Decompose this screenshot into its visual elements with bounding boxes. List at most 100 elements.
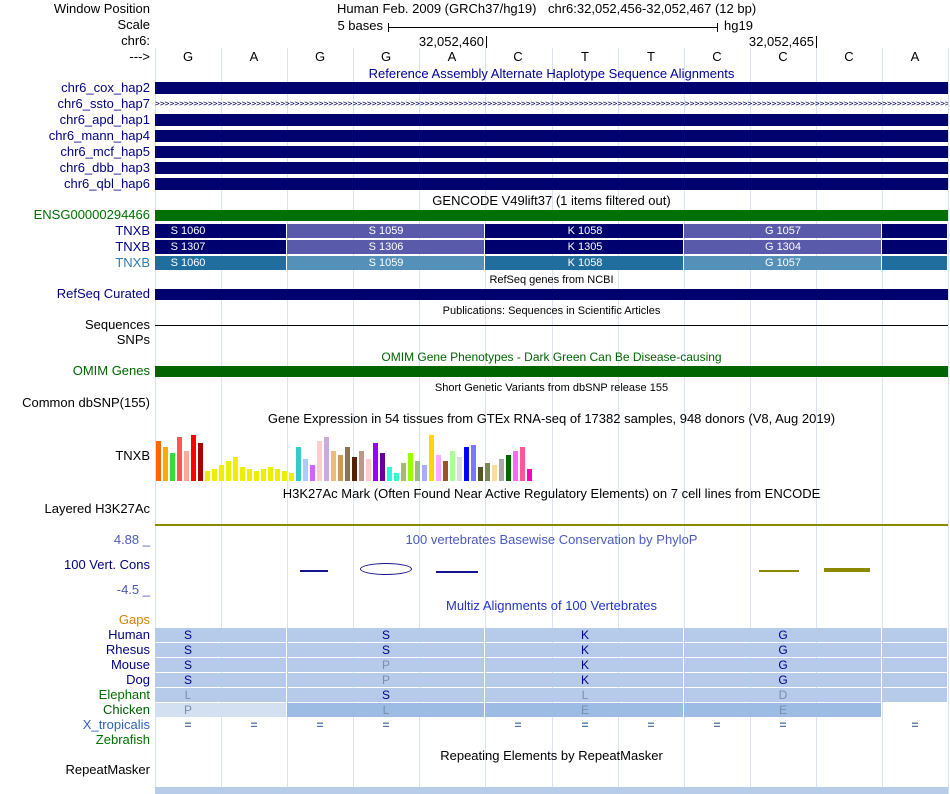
side-label-omim-genes[interactable]: OMIM Genes [72,363,150,378]
chr6_qbl_hap6-bar[interactable] [155,178,948,190]
chr6_mann_hap4-bar[interactable] [155,130,948,142]
side-label-mouse[interactable]: Mouse [110,657,150,672]
gtex-expression-bar[interactable] [219,465,224,481]
gene-exon-segment[interactable] [155,256,286,270]
multiz-align-block[interactable] [882,673,947,687]
side-label-repeatmasker[interactable]: RepeatMasker [65,762,150,777]
side-label-zebrafish[interactable]: Zebrafish [95,732,150,747]
gtex-expression-bar[interactable] [282,471,287,481]
gtex-expression-bar[interactable] [275,469,280,481]
gtex-expression-bar[interactable] [513,451,518,481]
gtex-expression-bar[interactable] [331,451,336,481]
gtex-expression-bar[interactable] [247,469,252,481]
side-label-chr6-cox-hap2[interactable]: chr6_cox_hap2 [61,80,150,95]
side-label-sequences[interactable]: Sequences [84,317,150,332]
gtex-expression-bar[interactable] [324,437,329,481]
gene-exon-segment[interactable] [485,224,683,238]
gtex-expression-bar[interactable] [317,441,322,481]
gtex-expression-bar[interactable] [436,455,441,481]
gtex-expression-bar[interactable] [464,447,469,481]
gene-exon-segment[interactable] [882,224,947,238]
side-label-chr6-mcf-hap5[interactable]: chr6_mcf_hap5 [60,144,150,159]
multiz-align-block[interactable] [155,703,286,717]
side-label-common-dbsnp-155-[interactable]: Common dbSNP(155) [22,395,150,410]
gtex-expression-bar[interactable] [240,467,245,481]
side-label-dog[interactable]: Dog [126,672,150,687]
side-label-tnxb[interactable]: TNXB [115,223,150,238]
gtex-expression-bar[interactable] [212,469,217,481]
gtex-expression-bar[interactable] [184,451,189,481]
side-label-layered-h3k27ac[interactable]: Layered H3K27Ac [44,501,150,516]
gene-exon-segment[interactable] [684,224,881,238]
multiz-align-block[interactable] [287,643,484,657]
multiz-align-block[interactable] [485,628,683,642]
multiz-align-block[interactable] [287,688,484,702]
multiz-align-block[interactable] [882,688,947,702]
gtex-expression-bar[interactable] [485,463,490,481]
side-label-ensg00000294466[interactable]: ENSG00000294466 [33,207,150,222]
multiz-align-block[interactable] [485,673,683,687]
chr6_apd_hap1-bar[interactable] [155,114,948,126]
gtex-expression-bar[interactable] [338,455,343,481]
multiz-align-block[interactable] [684,688,881,702]
gtex-expression-bar[interactable] [205,471,210,481]
multiz-align-block[interactable] [155,643,286,657]
gene-exon-segment[interactable] [485,256,683,270]
gtex-expression-bar[interactable] [478,467,483,481]
multiz-align-block[interactable] [155,673,286,687]
side-label-rhesus[interactable]: Rhesus [105,642,150,657]
gtex-expression-bar[interactable] [394,473,399,481]
side-label-chr6-mann-hap4[interactable]: chr6_mann_hap4 [48,128,150,143]
track-title[interactable]: Publications: Sequences in Scientific Ar… [442,305,661,317]
track-title[interactable]: Reference Assembly Alternate Haplotype S… [368,66,735,81]
side-label-chicken[interactable]: Chicken [103,702,150,717]
gene-exon-segment[interactable] [287,256,484,270]
track-title[interactable]: RefSeq genes from NCBI [489,274,614,286]
gtex-expression-bar[interactable] [191,435,196,481]
gtex-expression-bar[interactable] [443,461,448,481]
gtex-expression-bar[interactable] [450,451,455,481]
side-label-gaps[interactable]: Gaps [118,612,150,627]
gtex-expression-bar[interactable] [415,461,420,481]
side-label-chr6-dbb-hap3[interactable]: chr6_dbb_hap3 [59,160,150,175]
multiz-align-block[interactable] [485,688,683,702]
gtex-expression-bar[interactable] [352,457,357,481]
gene-exon-segment[interactable] [882,256,947,270]
gtex-expression-bar[interactable] [520,447,525,481]
gtex-expression-bar[interactable] [303,459,308,481]
side-label-elephant[interactable]: Elephant [98,687,150,702]
gene-exon-segment[interactable] [684,256,881,270]
multiz-align-block[interactable] [485,643,683,657]
gtex-expression-bar[interactable] [289,473,294,481]
multiz-align-block[interactable] [684,628,881,642]
gtex-expression-bar[interactable] [268,467,273,481]
gtex-expression-bar[interactable] [261,469,266,481]
omim-gene-bar[interactable] [155,366,948,377]
gtex-expression-bar[interactable] [492,465,497,481]
track-title[interactable]: Multiz Alignments of 100 Vertebrates [445,598,657,613]
multiz-align-block[interactable] [684,703,881,717]
refseq-curated-bar[interactable] [155,289,948,300]
gtex-expression-bar[interactable] [177,437,182,481]
side-label-tnxb[interactable]: TNXB [115,448,150,463]
track-title[interactable]: Short Genetic Variants from dbSNP releas… [434,382,669,394]
gtex-expression-bar[interactable] [156,441,161,481]
side-label-tnxb[interactable]: TNXB [115,239,150,254]
side-label-refseq-curated[interactable]: RefSeq Curated [56,286,150,301]
side-label-chr6-qbl-hap6[interactable]: chr6_qbl_hap6 [63,176,150,191]
gtex-expression-bar[interactable] [380,453,385,481]
gtex-expression-bar[interactable] [457,457,462,481]
gtex-expression-bar[interactable] [387,467,392,481]
side-label-chr6-ssto-hap7[interactable]: chr6_ssto_hap7 [57,96,150,111]
gtex-expression-bar[interactable] [254,471,259,481]
multiz-align-block[interactable] [684,643,881,657]
gene-exon-segment[interactable] [287,240,484,254]
side-label-human[interactable]: Human [108,627,150,642]
track-title[interactable]: 100 vertebrates Basewise Conservation by… [405,532,698,547]
gtex-expression-bar[interactable] [170,453,175,481]
gtex-expression-bar[interactable] [233,457,238,481]
track-title[interactable]: H3K27Ac Mark (Often Found Near Active Re… [282,486,821,501]
side-label-100-vert-cons[interactable]: 100 Vert. Cons [64,557,150,572]
gene-exon-segment[interactable] [155,224,286,238]
multiz-align-block[interactable] [882,658,947,672]
